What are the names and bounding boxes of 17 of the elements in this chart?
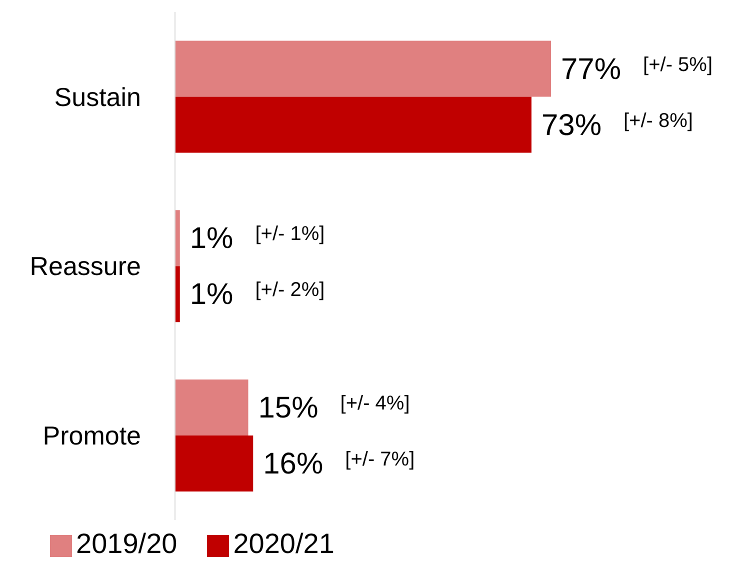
- data-label: 77% [+/- 5%]: [561, 52, 713, 86]
- data-label: 73% [+/- 8%]: [541, 108, 693, 142]
- bar: [175, 379, 248, 436]
- data-label: 15% [+/- 4%]: [258, 390, 410, 424]
- y-tick-label: Promote: [42, 420, 141, 451]
- bar: [175, 96, 532, 153]
- y-tick-label: Sustain: [54, 82, 141, 112]
- legend-label: 2020/21: [233, 528, 334, 559]
- y-tick-label: Reassure: [30, 251, 141, 282]
- bar: [175, 210, 180, 266]
- legend-label: 2019/20: [76, 528, 178, 559]
- data-label: 16% [+/- 7%]: [263, 446, 415, 480]
- data-label: 1% [+/- 2%]: [190, 278, 325, 311]
- bar: [175, 435, 254, 492]
- data-label: 1% [+/- 1%]: [190, 222, 325, 255]
- bar: [175, 266, 180, 322]
- bar: [175, 40, 551, 97]
